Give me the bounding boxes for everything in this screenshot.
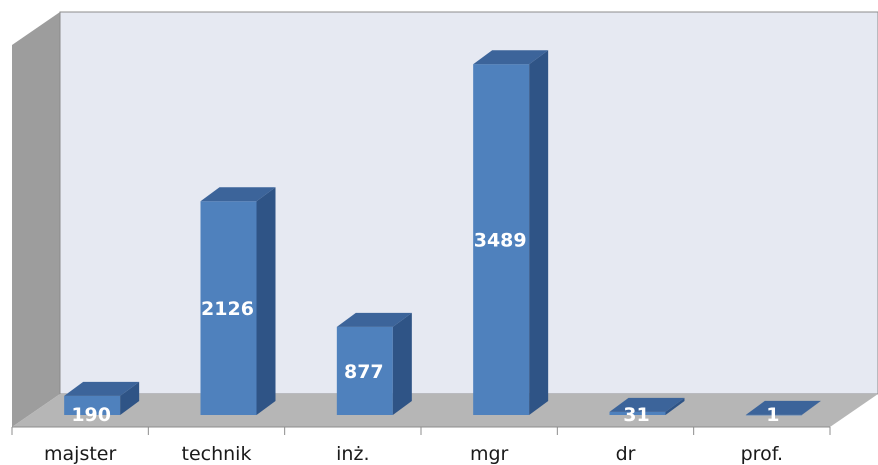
side-wall [12, 12, 60, 427]
bar: 31 [609, 397, 685, 426]
bar-top [64, 381, 140, 396]
bar-front [745, 414, 802, 416]
bar-side [256, 187, 276, 415]
bar-side [120, 381, 140, 415]
data-label: 877 [344, 361, 384, 383]
bar-front [473, 64, 530, 415]
data-label: 2126 [201, 298, 254, 320]
bar-top [609, 397, 685, 412]
category-label: mgr [470, 443, 509, 465]
x-axis-labels: majster technik inż. mgr dr prof. [44, 443, 783, 465]
bar: 2126 [200, 187, 276, 415]
data-label: 1 [766, 404, 779, 426]
bar-side [665, 397, 685, 415]
bar-side [801, 400, 821, 415]
category-label: technik [182, 443, 252, 465]
chart-walls [12, 11, 878, 428]
chart-bars: 190 2126 877 3489 31 1 [64, 50, 821, 426]
bar-top [336, 312, 412, 327]
category-label: majster [44, 443, 116, 465]
data-label: 190 [71, 404, 111, 426]
bar-top [473, 50, 549, 65]
bar-top [745, 400, 821, 415]
bar-front [200, 201, 257, 415]
category-label: dr [616, 443, 636, 465]
bar: 3489 [473, 50, 549, 416]
back-wall [59, 11, 878, 395]
bar: 877 [336, 312, 412, 415]
bar-side [529, 50, 549, 416]
category-label: prof. [741, 443, 783, 465]
data-label: 3489 [474, 230, 527, 252]
x-axis-ticks [11, 427, 831, 435]
bar-side [392, 312, 412, 415]
data-label: 31 [623, 404, 649, 426]
bar-front [64, 395, 121, 415]
bar: 190 [64, 381, 140, 426]
category-label: inż. [336, 443, 369, 465]
bar-front [609, 411, 666, 415]
bar: 1 [745, 400, 821, 426]
bar-top [200, 187, 276, 202]
bar-front [336, 326, 393, 415]
floor [12, 394, 878, 427]
